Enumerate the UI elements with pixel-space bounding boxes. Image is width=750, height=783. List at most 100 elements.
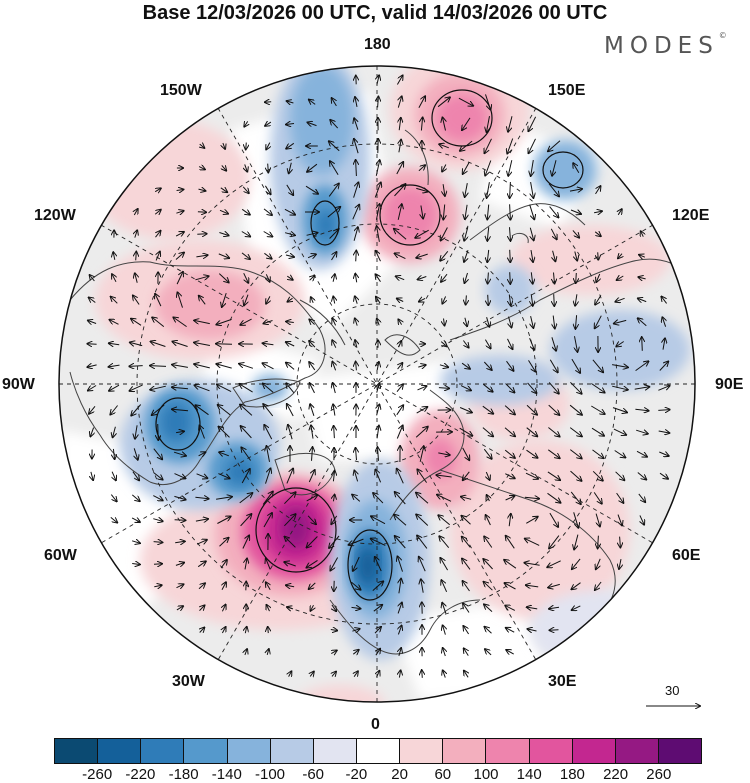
wind-vector — [265, 122, 272, 126]
wind-vector — [437, 495, 452, 502]
wind-vector — [135, 273, 137, 283]
wind-vector — [442, 603, 446, 614]
wind-vector — [308, 470, 314, 483]
wind-vector — [482, 405, 493, 414]
wind-vector — [329, 230, 339, 239]
wind-vector — [639, 255, 646, 257]
wind-vector — [372, 581, 383, 591]
wind-vector — [307, 559, 318, 567]
wind-vector — [310, 383, 315, 394]
wind-vector — [241, 448, 252, 461]
map-title: Base 12/03/2026 00 UTC, valid 14/03/2026… — [142, 2, 608, 24]
wind-vector — [374, 183, 381, 198]
wind-vector — [419, 298, 426, 301]
wind-vector — [398, 626, 401, 635]
wind-vector — [570, 210, 581, 214]
lon-label-90w: 90W — [2, 376, 35, 393]
wind-vector — [175, 253, 184, 260]
wind-vector — [526, 517, 537, 524]
wind-vector — [638, 277, 646, 279]
wind-vector — [483, 559, 493, 570]
wind-vector — [505, 383, 515, 393]
wind-vector — [172, 409, 189, 410]
wind-vector — [614, 320, 627, 323]
wind-vector — [569, 189, 582, 191]
wind-vector — [504, 449, 515, 458]
wind-vector — [398, 96, 401, 108]
wind-vector — [596, 273, 599, 282]
wind-vector — [462, 447, 470, 460]
wind-vector — [376, 297, 380, 304]
wind-vector — [443, 118, 446, 131]
wind-vector — [439, 365, 448, 367]
wind-vector — [398, 319, 401, 324]
wind-vector — [661, 297, 667, 304]
wind-vector — [422, 670, 423, 678]
wind-vector — [87, 344, 97, 345]
wind-vector — [263, 404, 274, 417]
wind-vector — [175, 563, 184, 566]
colorbar-tick-label: 100 — [473, 766, 499, 783]
wind-vector — [438, 453, 449, 455]
wind-vector — [598, 535, 599, 549]
wind-vector — [440, 558, 449, 571]
wind-vector — [286, 124, 295, 125]
wind-vector — [487, 249, 488, 262]
wind-vector — [332, 319, 335, 326]
wind-vector — [222, 292, 227, 307]
wind-vector — [592, 470, 603, 480]
wind-vector — [529, 338, 535, 350]
wind-vector — [353, 227, 358, 241]
wind-vector — [262, 492, 273, 505]
lon-label-60e: 60E — [672, 547, 701, 564]
wind-vector — [332, 362, 335, 371]
wind-vector — [217, 384, 232, 393]
wind-vector — [527, 382, 537, 393]
wind-vector — [263, 208, 272, 215]
wind-vector — [421, 579, 423, 593]
wind-vector — [113, 252, 115, 260]
wind-vector — [658, 386, 669, 391]
wind-vector — [353, 650, 358, 654]
wind-vector — [618, 514, 622, 526]
wind-vector — [264, 321, 273, 324]
wind-vector — [377, 226, 380, 242]
wind-vector — [442, 296, 445, 303]
wind-vector — [245, 164, 248, 171]
wind-vector — [174, 520, 186, 521]
colorbar-box — [658, 739, 702, 763]
wind-vector — [488, 272, 489, 284]
wind-vector — [151, 342, 166, 347]
wind-vector — [396, 405, 403, 416]
wind-vector — [216, 497, 232, 500]
wind-vector — [485, 627, 492, 634]
wind-vector — [333, 404, 335, 416]
wind-vector — [109, 343, 120, 345]
wind-vector — [507, 138, 514, 154]
wind-vector — [548, 382, 559, 393]
wind-vector — [524, 563, 540, 566]
wind-vector — [378, 97, 379, 108]
wind-vector — [509, 514, 511, 527]
wind-vector — [595, 295, 602, 304]
wind-vector — [284, 208, 295, 214]
wind-vector — [443, 648, 446, 657]
wind-vector — [576, 272, 577, 283]
wind-vector — [266, 296, 270, 303]
wind-vector — [130, 342, 143, 345]
wind-vector — [465, 183, 468, 197]
wind-vector — [507, 338, 513, 349]
wind-vector — [570, 470, 582, 481]
wind-vector — [307, 254, 316, 257]
wind-vector — [375, 470, 382, 483]
wind-vector — [87, 365, 97, 367]
wind-vector — [131, 518, 140, 522]
wind-vector — [529, 138, 536, 153]
wind-vector — [131, 541, 140, 543]
wind-vector — [464, 250, 469, 262]
wind-vector — [373, 605, 382, 612]
brand-mark: © — [718, 31, 727, 40]
wind-vector — [154, 210, 161, 215]
wind-vector — [156, 252, 160, 261]
